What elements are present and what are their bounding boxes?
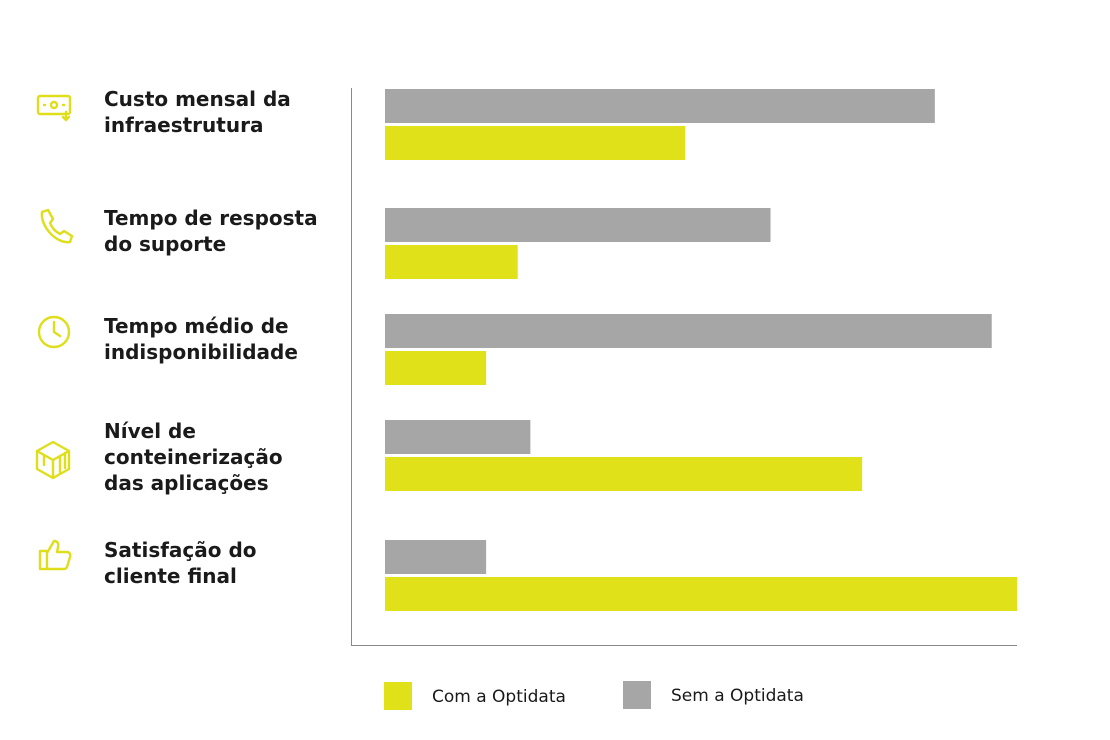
category-label: Satisfação do cliente final — [104, 538, 257, 588]
category-label: Tempo de resposta do suporte — [104, 206, 318, 256]
legend-label: Com a Optidata — [432, 687, 566, 707]
bar — [385, 314, 992, 348]
bar — [385, 457, 863, 491]
bar — [385, 208, 771, 242]
icon-phone — [40, 208, 74, 244]
bar — [385, 540, 487, 574]
bar — [385, 89, 935, 123]
legend-swatch — [623, 681, 651, 709]
category-label: Tempo médio de indisponibilidade — [104, 314, 298, 364]
bar — [385, 351, 487, 385]
category-label: Nível de conteinerização das aplicações — [104, 419, 283, 495]
bar — [385, 420, 531, 454]
icon-clock — [37, 315, 71, 349]
bar — [385, 577, 1017, 611]
legend-swatch — [384, 682, 412, 710]
bar — [385, 126, 686, 160]
category-label: Custo mensal da infraestrutura — [104, 87, 291, 137]
icon-box — [35, 440, 71, 480]
legend-label: Sem a Optidata — [671, 686, 804, 706]
icon-money — [36, 94, 72, 122]
bar — [385, 245, 518, 279]
icon-thumb — [38, 539, 72, 571]
